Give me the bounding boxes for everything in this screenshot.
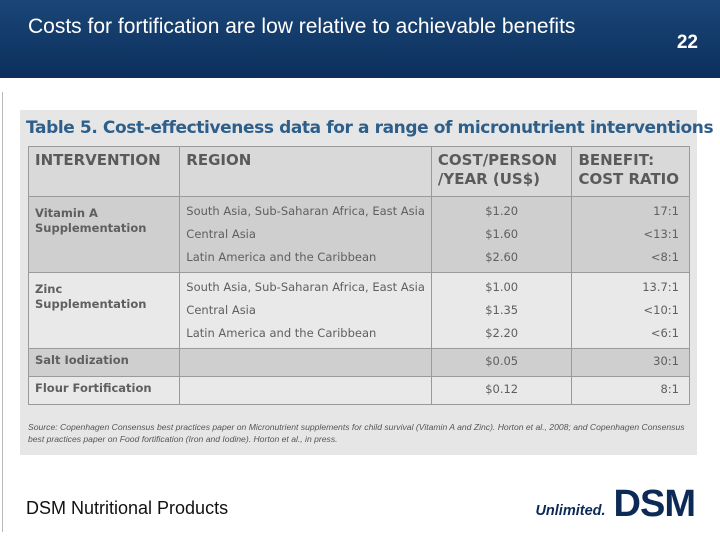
region-cell [179,348,432,377]
intervention-cell: Flour Fortification [27,376,181,405]
region-line: South Asia, Sub-Saharan Africa, East Asi… [186,280,425,294]
title-bar: Costs for fortification are low relative… [0,0,720,78]
region-cell [179,376,432,405]
ratio-cell: 8:1 [571,376,690,405]
header-cost: COST/PERSON /YEAR (US$) [430,146,573,197]
cost-value: $1.00 [485,280,519,294]
region-line: Latin America and the Caribbean [186,326,377,340]
footer-company: DSM Nutritional Products [26,498,229,518]
region-line: Central Asia [186,227,256,241]
cost-value: $1.35 [485,303,519,317]
table-row-salt: Salt Iodization $0.05 30:1 [27,348,690,377]
header-benefit: BENEFIT: COST RATIO [571,146,690,197]
region-line: South Asia, Sub-Saharan Africa, East Asi… [186,204,425,218]
logo-tagline: Unlimited. [535,503,606,519]
ratio-value: <10:1 [643,303,679,317]
cost-value: $2.60 [485,250,519,264]
region-line: Central Asia [186,303,256,317]
slide-number: 22 [676,32,698,53]
cost-value: $0.05 [485,354,519,368]
cost-cell: $0.05 [430,348,573,377]
logo-wordmark: DSM [613,483,696,525]
left-divider [2,92,3,532]
ratio-value: <13:1 [643,227,679,241]
cost-effectiveness-table: INTERVENTION REGION COST/PERSON /YEAR (U… [27,146,690,405]
table-row-vitamin-a: Vitamin A Supplementation South Asia, Su… [27,196,690,273]
cost-value: $1.20 [485,204,519,218]
intervention-cell: Salt Iodization [27,348,181,377]
ratio-value: 13.7:1 [642,280,679,294]
header-intervention: INTERVENTION [27,146,181,197]
ratio-cell: 30:1 [571,348,690,377]
cost-value: $2.20 [485,326,519,340]
ratio-value: <8:1 [650,250,679,264]
header-region: REGION [179,146,432,197]
table-row-flour: Flour Fortification $0.12 8:1 [27,376,690,405]
table-row-zinc: Zinc Supplementation South Asia, Sub-Sah… [27,272,690,349]
cost-value: $0.12 [485,382,519,396]
ratio-value: 8:1 [660,382,679,396]
table-source-note: Source: Copenhagen Consensus best practi… [28,422,685,444]
ratio-cell: 17:1 <13:1 <8:1 [571,196,690,273]
region-cell: South Asia, Sub-Saharan Africa, East Asi… [179,272,432,349]
ratio-cell: 13.7:1 <10:1 <6:1 [571,272,690,349]
cost-cell: $1.20 $1.60 $2.60 [430,196,573,273]
intervention-cell: Vitamin A Supplementation [27,196,181,273]
cost-cell: $1.00 $1.35 $2.20 [430,272,573,349]
table-caption: Table 5. Cost-effectiveness data for a r… [26,118,714,138]
table-figure: Table 5. Cost-effectiveness data for a r… [20,110,714,455]
region-line: Latin America and the Caribbean [186,250,377,264]
intervention-cell: Zinc Supplementation [27,272,181,349]
table-header-row: INTERVENTION REGION COST/PERSON /YEAR (U… [27,146,690,197]
cost-cell: $0.12 [430,376,573,405]
ratio-value: 30:1 [653,354,679,368]
dsm-logo: Unlimited. DSM [535,482,696,525]
ratio-value: 17:1 [653,204,679,218]
ratio-value: <6:1 [650,326,679,340]
region-cell: South Asia, Sub-Saharan Africa, East Asi… [179,196,432,273]
cost-value: $1.60 [485,227,519,241]
slide-title: Costs for fortification are low relative… [28,15,576,38]
